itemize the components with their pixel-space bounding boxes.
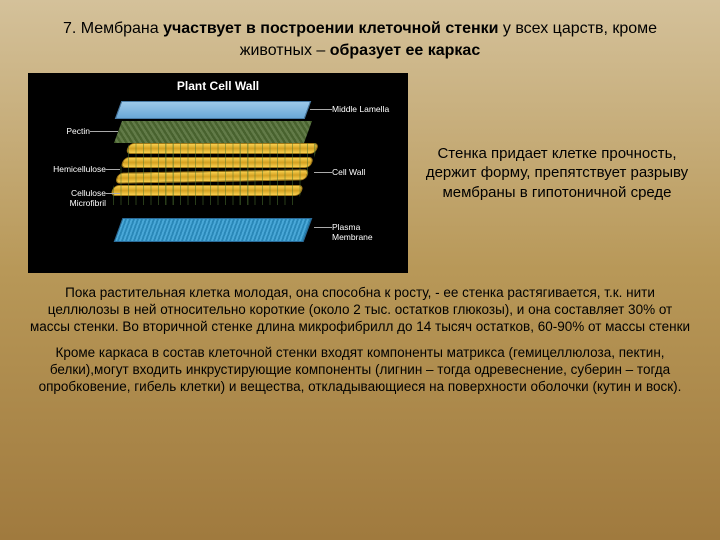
label-cell-wall: Cell Wall xyxy=(332,168,402,177)
side-caption: Стенка придает клетке прочность, держит … xyxy=(422,144,692,203)
leader-line xyxy=(90,131,118,132)
label-pectin: Pectin xyxy=(34,127,90,136)
label-lamella: Middle Lamella xyxy=(332,105,402,114)
leader-line xyxy=(314,227,332,228)
title-bold1: участвует в построении клеточной стенки xyxy=(163,20,498,37)
leader-line xyxy=(310,109,332,110)
label-hemicellulose: Hemicellulose xyxy=(34,165,106,174)
leader-line xyxy=(314,172,332,173)
paragraph-2: Кроме каркаса в состав клеточной стенки … xyxy=(28,345,692,396)
slide-title: 7. Мембрана участвует в построении клето… xyxy=(28,18,692,61)
leader-line xyxy=(106,193,120,194)
hemicellulose-mesh xyxy=(107,143,320,205)
label-plasma: Plasma Membrane xyxy=(332,223,402,242)
title-bold2: образует ее каркас xyxy=(330,42,480,59)
middle-lamella-layer xyxy=(115,101,312,119)
paragraph-1: Пока растительная клетка молодая, она сп… xyxy=(28,285,692,336)
middle-row: Plant Cell Wall Pectin Hemicellulose Cel… xyxy=(28,73,692,273)
cell-wall-diagram: Plant Cell Wall Pectin Hemicellulose Cel… xyxy=(28,73,408,273)
leader-line xyxy=(106,169,120,170)
diagram-title: Plant Cell Wall xyxy=(177,79,259,93)
label-microfibril: Cellulose Microfibril xyxy=(34,189,106,208)
plasma-membrane-layer xyxy=(114,218,313,242)
pectin-layer xyxy=(114,121,312,143)
title-prefix: 7. Мембрана xyxy=(63,20,163,37)
cellulose-fibrils xyxy=(107,143,320,205)
